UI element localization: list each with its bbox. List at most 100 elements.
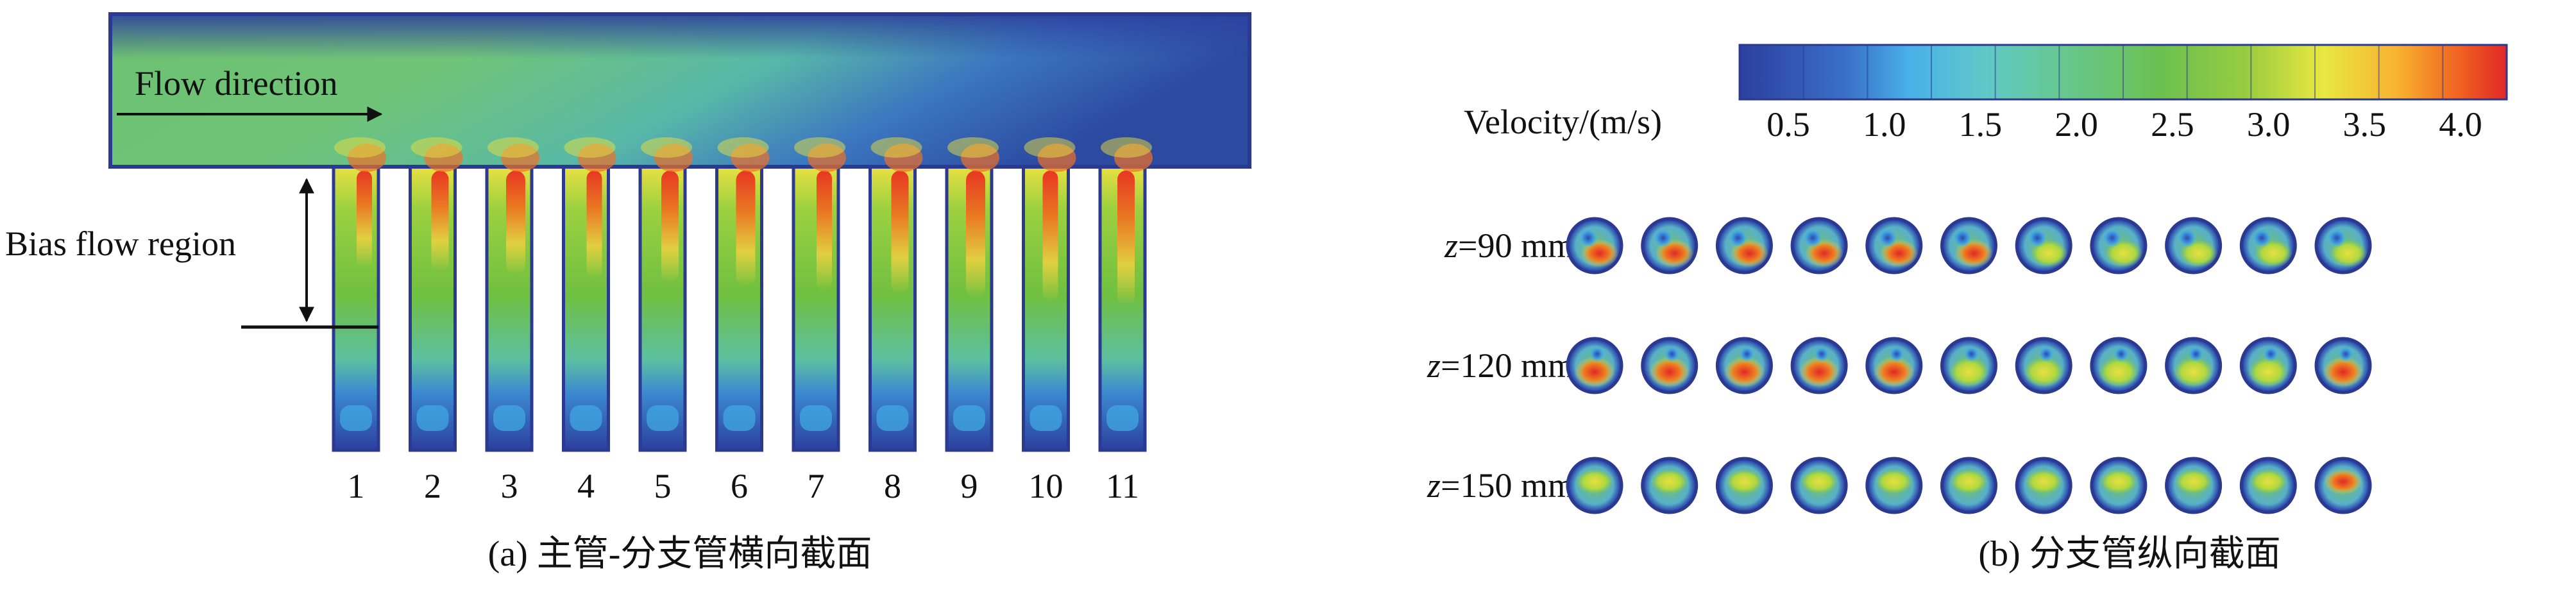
disc-outline	[2015, 217, 2072, 274]
cross-section-discs	[1566, 217, 2372, 514]
main-pipe-top-layer	[110, 14, 1250, 59]
branch-outlet-spot	[1030, 405, 1062, 431]
branch-pipe-9	[945, 165, 994, 452]
disc-hot-zone	[1574, 357, 1615, 387]
branch-number: 2	[424, 467, 441, 505]
disc-outline	[2165, 457, 2223, 514]
disc-warm-zone	[1725, 469, 1764, 494]
disc-warm-zone	[1874, 469, 1913, 494]
section-disc	[1641, 457, 1699, 514]
colorbar-tick-label: 3.0	[2247, 105, 2291, 144]
disc-hot-zone	[2323, 357, 2364, 387]
disc-outline	[1940, 457, 1997, 514]
branch-outlet-spot	[1106, 405, 1139, 431]
branch-hot-streak	[1117, 171, 1135, 305]
branch-number: 7	[808, 467, 825, 505]
disc-outline	[1641, 217, 1699, 274]
branch-hot-streak	[966, 171, 985, 298]
disc-hot-zone	[2097, 357, 2139, 387]
panel-b-caption: (b) 分支管纵向截面	[1978, 534, 2280, 574]
section-disc	[2015, 457, 2072, 514]
branch-pipe-8	[869, 165, 917, 452]
branch-outlet-spot	[416, 405, 449, 431]
disc-cool-zone	[2102, 228, 2122, 248]
branch-number: 10	[1029, 467, 1063, 505]
row-label: z=90 mm	[1444, 226, 1575, 265]
disc-outline	[2090, 337, 2148, 394]
junction-transition	[1024, 137, 1076, 158]
colorbar-tick-label: 0.5	[1767, 105, 1810, 144]
junction-transition	[641, 137, 692, 158]
disc-warm-zone	[1800, 469, 1839, 494]
disc-hot-zone	[1799, 357, 1840, 387]
branch-junction-fields	[334, 137, 1153, 172]
branch-hot-streak	[431, 171, 449, 271]
section-disc	[1566, 337, 1623, 394]
section-disc	[1865, 457, 1923, 514]
disc-outline	[2015, 337, 2072, 394]
junction-transition	[487, 137, 539, 158]
disc-outline	[1566, 457, 1623, 514]
disc-cool-zone	[2113, 346, 2129, 362]
panel-a: Flow direction Bias flow region 1 2 3 4 5 6 7 8…	[5, 12, 1251, 574]
branch-outlet-spot	[723, 405, 756, 431]
disc-cool-zone	[1653, 228, 1673, 248]
disc-cool-zone	[1877, 228, 1897, 248]
disc-outline	[2314, 457, 2372, 514]
branch-hot-streak	[817, 171, 832, 290]
disc-cool-zone	[2028, 228, 2047, 248]
section-disc	[1566, 457, 1623, 514]
section-disc	[1790, 457, 1848, 514]
branch-pipe-4	[562, 165, 610, 452]
disc-outline	[2314, 337, 2372, 394]
disc-cool-zone	[2263, 346, 2279, 362]
branch-hot-streak	[661, 171, 679, 282]
branch-number: 5	[654, 467, 672, 505]
section-disc	[1641, 217, 1699, 274]
disc-cool-zone	[2177, 228, 2197, 248]
section-disc	[2015, 337, 2072, 394]
disc-cool-zone	[1739, 346, 1755, 362]
disc-cool-zone	[1664, 346, 1680, 362]
junction-transition	[794, 137, 845, 158]
branch-hot-streak	[506, 171, 525, 274]
colorbar-tick-label: 1.5	[1959, 105, 2003, 144]
disc-warm-zone	[2099, 469, 2138, 494]
disc-warm-zone	[2024, 469, 2063, 494]
disc-outline	[2165, 337, 2223, 394]
section-disc	[1715, 217, 1773, 274]
branch-hot-streak	[357, 171, 372, 267]
disc-outline	[1865, 457, 1923, 514]
section-disc	[2090, 337, 2148, 394]
disc-outline	[1641, 337, 1699, 394]
disc-hot-zone	[1724, 357, 1765, 387]
branch-outlet-spot	[570, 405, 602, 431]
section-disc	[1940, 457, 1997, 514]
section-disc	[2239, 337, 2297, 394]
disc-cool-zone	[1888, 346, 1904, 362]
branch-pipe-10	[1022, 165, 1070, 452]
branch-outlet-spot	[800, 405, 832, 431]
branch-hot-streak	[891, 171, 909, 294]
section-disc	[2239, 217, 2297, 274]
disc-outline	[1790, 457, 1848, 514]
branch-pipe-3	[485, 165, 534, 452]
branch-number: 6	[731, 467, 748, 505]
disc-outline	[2239, 337, 2297, 394]
disc-warm-zone	[1949, 469, 1988, 494]
branch-number: 1	[348, 467, 365, 505]
section-disc	[1715, 457, 1773, 514]
branch-hot-streak	[586, 171, 602, 278]
disc-outline	[1715, 337, 1773, 394]
disc-outline	[2239, 217, 2297, 274]
disc-hot-zone	[1873, 357, 1915, 387]
section-disc	[1715, 337, 1773, 394]
colorbar: 0.5 1.0 1.5 2.0 2.5 3.0 3.5 4.0 Velocity/(m/s)	[1464, 44, 2508, 144]
section-disc	[2239, 457, 2297, 514]
branch-pipe-7	[792, 165, 840, 452]
junction-transition	[1101, 137, 1152, 158]
branch-hot-streak	[1042, 171, 1058, 301]
disc-outline	[2239, 457, 2297, 514]
disc-outline	[1940, 337, 1997, 394]
row-label: z=120 mm	[1427, 346, 1575, 385]
